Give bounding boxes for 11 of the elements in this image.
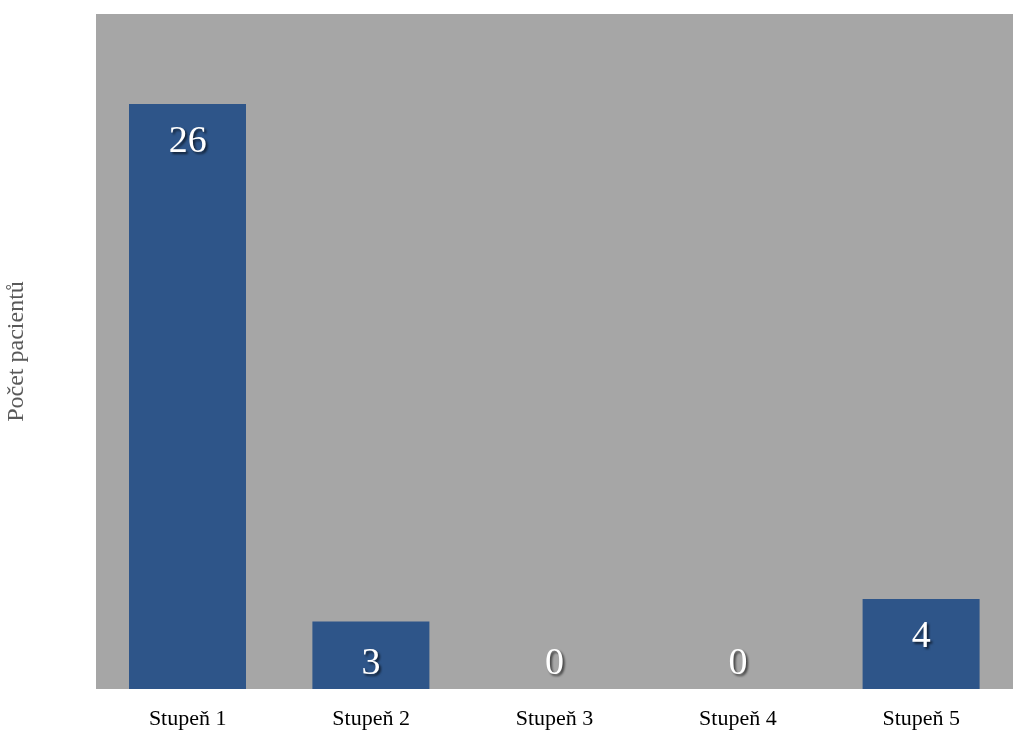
x-tick-label: Stupeň 5 xyxy=(882,704,961,730)
data-label: 0 xyxy=(728,640,748,682)
data-label: 26 xyxy=(168,118,207,160)
x-tick-label: Stupeň 4 xyxy=(699,704,777,730)
x-tick-label: Stupeň 2 xyxy=(332,704,410,730)
data-label: 3 xyxy=(361,640,381,682)
data-label: 4 xyxy=(911,613,931,655)
y-axis-title: Počet pacientů xyxy=(1,281,28,422)
data-label: 0 xyxy=(545,640,564,682)
x-tick-label: Stupeň 3 xyxy=(515,704,594,730)
x-tick-label: Stupeň 1 xyxy=(148,704,227,730)
